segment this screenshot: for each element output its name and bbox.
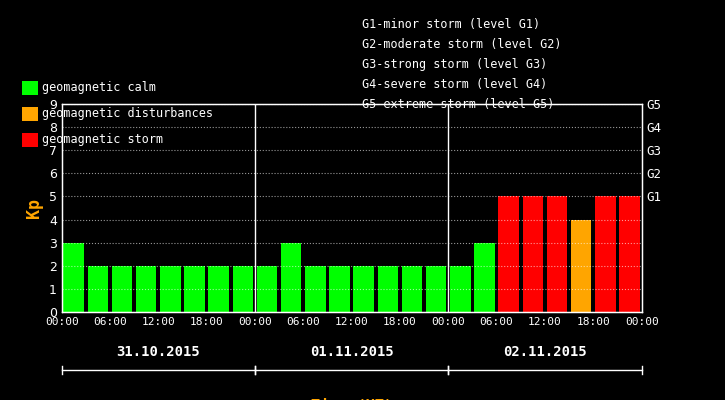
Bar	[426, 266, 447, 312]
Text: 02.11.2015: 02.11.2015	[503, 345, 587, 359]
Bar	[112, 266, 132, 312]
Bar	[257, 266, 277, 312]
Text: G3-strong storm (level G3): G3-strong storm (level G3)	[362, 58, 548, 71]
Bar	[571, 220, 592, 312]
Bar	[523, 196, 543, 312]
Y-axis label: Kp: Kp	[25, 198, 44, 218]
Bar	[474, 243, 494, 312]
Bar	[281, 243, 302, 312]
Bar	[378, 266, 398, 312]
Bar	[208, 266, 229, 312]
Text: geomagnetic disturbances: geomagnetic disturbances	[42, 108, 213, 120]
Bar	[64, 243, 84, 312]
Bar	[233, 266, 253, 312]
Bar	[184, 266, 204, 312]
Bar	[353, 266, 374, 312]
Bar	[498, 196, 519, 312]
Text: G2-moderate storm (level G2): G2-moderate storm (level G2)	[362, 38, 562, 51]
Bar	[160, 266, 181, 312]
Bar	[136, 266, 157, 312]
Text: geomagnetic calm: geomagnetic calm	[42, 82, 156, 94]
Bar	[547, 196, 567, 312]
Bar	[402, 266, 422, 312]
Bar	[450, 266, 471, 312]
Text: G4-severe storm (level G4): G4-severe storm (level G4)	[362, 78, 548, 91]
Text: Time (UT): Time (UT)	[310, 399, 393, 400]
Text: G1-minor storm (level G1): G1-minor storm (level G1)	[362, 18, 541, 31]
Bar	[619, 196, 639, 312]
Text: G5-extreme storm (level G5): G5-extreme storm (level G5)	[362, 98, 555, 111]
Bar	[595, 196, 616, 312]
Text: 01.11.2015: 01.11.2015	[310, 345, 394, 359]
Text: geomagnetic storm: geomagnetic storm	[42, 134, 163, 146]
Bar	[305, 266, 326, 312]
Text: 31.10.2015: 31.10.2015	[117, 345, 200, 359]
Bar	[88, 266, 108, 312]
Bar	[329, 266, 349, 312]
